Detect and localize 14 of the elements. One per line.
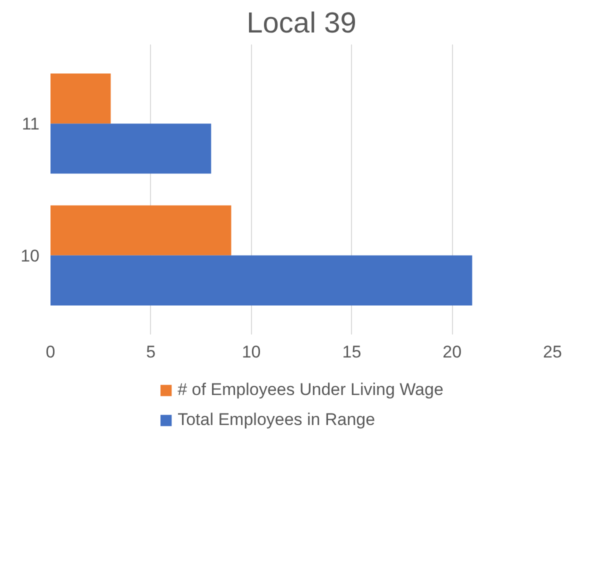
- x-tick-label: 20: [442, 342, 462, 362]
- x-tick-label: 0: [46, 342, 56, 362]
- x-tick-label: 10: [242, 342, 261, 362]
- bar: [50, 255, 472, 306]
- x-tick-label: 5: [146, 342, 156, 362]
- chart-title: Local 39: [246, 8, 356, 40]
- legend-label: # of Employees Under Living Wage: [178, 380, 444, 400]
- y-tick-label: 11: [22, 114, 40, 134]
- x-tick-label: 15: [342, 342, 362, 362]
- bar: [50, 124, 212, 174]
- bar: [50, 74, 111, 124]
- bar: [50, 205, 232, 256]
- legend-label: Total Employees in Range: [178, 410, 376, 430]
- x-tick-label: 25: [543, 342, 562, 362]
